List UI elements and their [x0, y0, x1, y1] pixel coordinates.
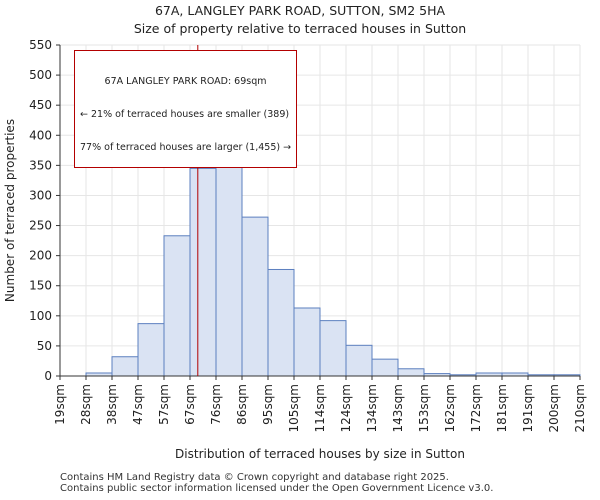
- x-tick-label: 76sqm: [209, 384, 223, 425]
- chart-title: 67A, LANGLEY PARK ROAD, SUTTON, SM2 5HA: [154, 3, 446, 18]
- x-tick-label: 114sqm: [313, 384, 327, 432]
- annotation-smaller: ← 21% of terraced houses are smaller (38…: [80, 109, 290, 120]
- x-tick-label: 172sqm: [469, 384, 483, 432]
- x-tick-label: 67sqm: [183, 384, 197, 425]
- x-tick-label: 162sqm: [443, 384, 457, 432]
- histogram-bar: [163, 235, 191, 377]
- histogram-bar: [267, 268, 295, 377]
- y-axis-title: Number of terraced properties: [3, 119, 17, 302]
- x-tick-label: 181sqm: [495, 384, 509, 432]
- x-tick-label: 95sqm: [261, 384, 275, 425]
- y-tick-label: 550: [29, 38, 52, 52]
- chart-title-block: 67A, LANGLEY PARK ROAD, SUTTON, SM2 5HA …: [0, 2, 600, 38]
- histogram-bar: [189, 167, 217, 377]
- y-tick-label: 100: [29, 309, 52, 323]
- footer: Contains HM Land Registry data © Crown c…: [60, 472, 493, 494]
- footer-copyright: Contains HM Land Registry data © Crown c…: [60, 472, 449, 483]
- y-tick-label: 500: [29, 68, 52, 82]
- histogram-bar: [293, 307, 321, 377]
- histogram-bar: [241, 216, 269, 377]
- x-tick-label: 134sqm: [365, 384, 379, 432]
- x-tick-label: 47sqm: [131, 384, 145, 425]
- y-tick-label: 300: [29, 188, 52, 202]
- x-tick-label: 105sqm: [287, 384, 301, 432]
- y-tick-label: 450: [29, 98, 52, 112]
- y-tick-label: 50: [37, 339, 52, 353]
- histogram-bar: [345, 344, 373, 377]
- x-tick-label: 124sqm: [339, 384, 353, 432]
- y-tick-label: 150: [29, 279, 52, 293]
- x-tick-label: 191sqm: [521, 384, 535, 432]
- property-annotation-box: 67A LANGLEY PARK ROAD: 69sqm ← 21% of te…: [74, 50, 298, 168]
- x-tick-label: 143sqm: [391, 384, 405, 432]
- x-tick-label: 38sqm: [105, 384, 119, 425]
- footer-licence: Contains public sector information licen…: [60, 483, 494, 494]
- histogram-bar: [397, 368, 425, 377]
- histogram-bar: [319, 320, 347, 377]
- x-tick-label: 153sqm: [417, 384, 431, 432]
- y-tick-label: 200: [29, 249, 52, 263]
- annotation-title: 67A LANGLEY PARK ROAD: 69sqm: [104, 76, 267, 87]
- x-tick-label: 200sqm: [547, 384, 561, 432]
- y-tick-label: 0: [44, 369, 52, 383]
- x-tick-label: 86sqm: [235, 384, 249, 425]
- y-tick-label: 400: [29, 128, 52, 142]
- chart-subtitle: Size of property relative to terraced ho…: [133, 21, 467, 36]
- histogram-bar: [111, 356, 139, 377]
- histogram-bar: [137, 323, 165, 377]
- y-tick-label: 350: [29, 158, 52, 172]
- y-tick-label: 250: [29, 219, 52, 233]
- x-tick-label: 57sqm: [157, 384, 171, 425]
- x-tick-label: 210sqm: [573, 384, 587, 432]
- x-tick-label: 28sqm: [79, 384, 93, 425]
- histogram-bar: [371, 358, 399, 377]
- x-axis-title: Distribution of terraced houses by size …: [175, 447, 465, 461]
- x-tick-label: 19sqm: [53, 384, 67, 425]
- annotation-larger: 77% of terraced houses are larger (1,455…: [80, 142, 292, 153]
